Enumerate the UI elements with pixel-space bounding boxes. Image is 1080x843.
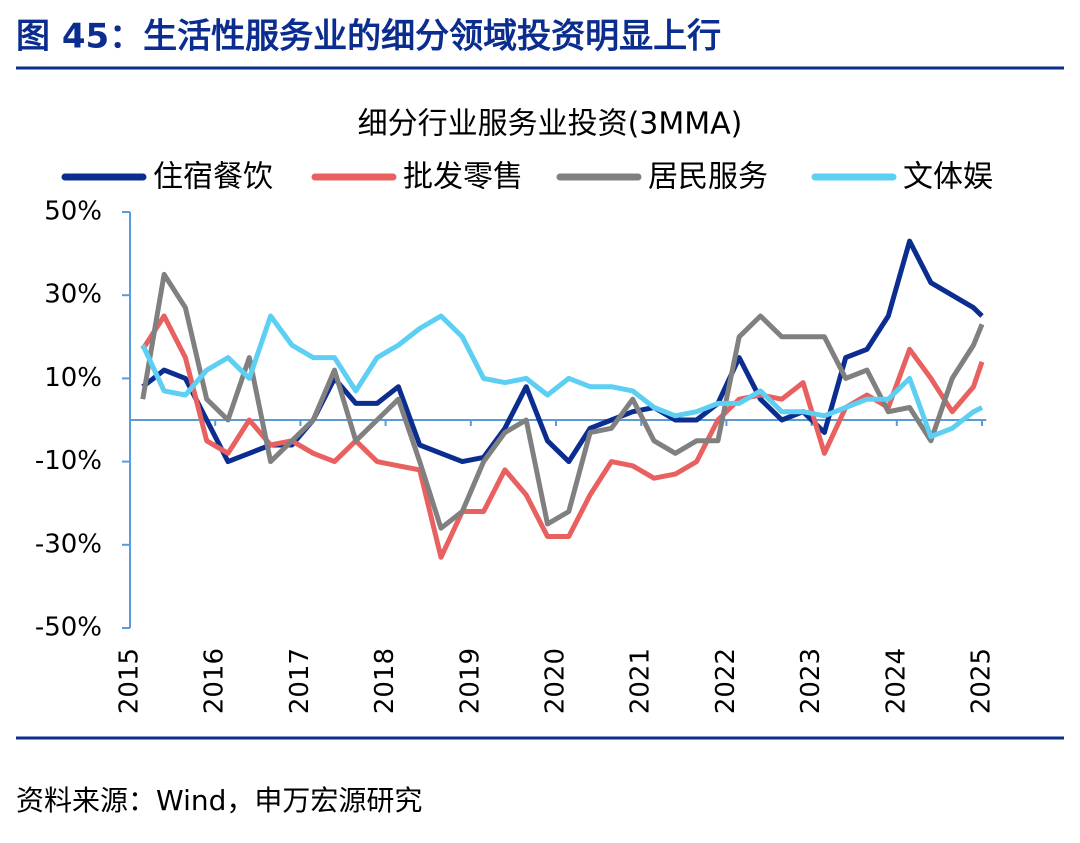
y-tick-label: 30% xyxy=(44,280,102,310)
figure-title: 图 45：生活性服务业的细分领域投资明显上行 xyxy=(16,17,721,57)
x-tick-label: 2018 xyxy=(370,648,400,714)
x-tick-label: 2021 xyxy=(626,648,656,714)
y-tick-label: 10% xyxy=(44,363,102,393)
legend-label: 批发零售 xyxy=(403,160,523,195)
series-line xyxy=(140,271,985,531)
x-tick-label: 2023 xyxy=(796,648,826,714)
series-line xyxy=(141,238,984,465)
x-tick-label: 2017 xyxy=(285,648,315,714)
x-tick-label: 2022 xyxy=(711,648,741,714)
x-tick-label: 2019 xyxy=(455,648,485,714)
legend-label: 文体娱 xyxy=(903,160,993,195)
y-tick-label: 50% xyxy=(44,197,102,227)
legend-label: 居民服务 xyxy=(648,160,768,195)
x-tick-label: 2016 xyxy=(200,648,230,714)
source-note: 资料来源：Wind，申万宏源研究 xyxy=(16,784,422,817)
y-tick-label: -50% xyxy=(35,613,102,643)
y-tick-label: -30% xyxy=(35,529,102,559)
x-tick-label: 2020 xyxy=(541,648,571,714)
series-line xyxy=(140,313,984,440)
legend-label: 住宿餐饮 xyxy=(153,160,273,195)
y-tick-label: -10% xyxy=(35,446,102,476)
chart-title: 细分行业服务业投资(3MMA) xyxy=(358,107,743,142)
x-tick-label: 2024 xyxy=(881,648,911,714)
x-tick-label: 2015 xyxy=(115,648,145,714)
x-tick-label: 2025 xyxy=(967,648,997,714)
